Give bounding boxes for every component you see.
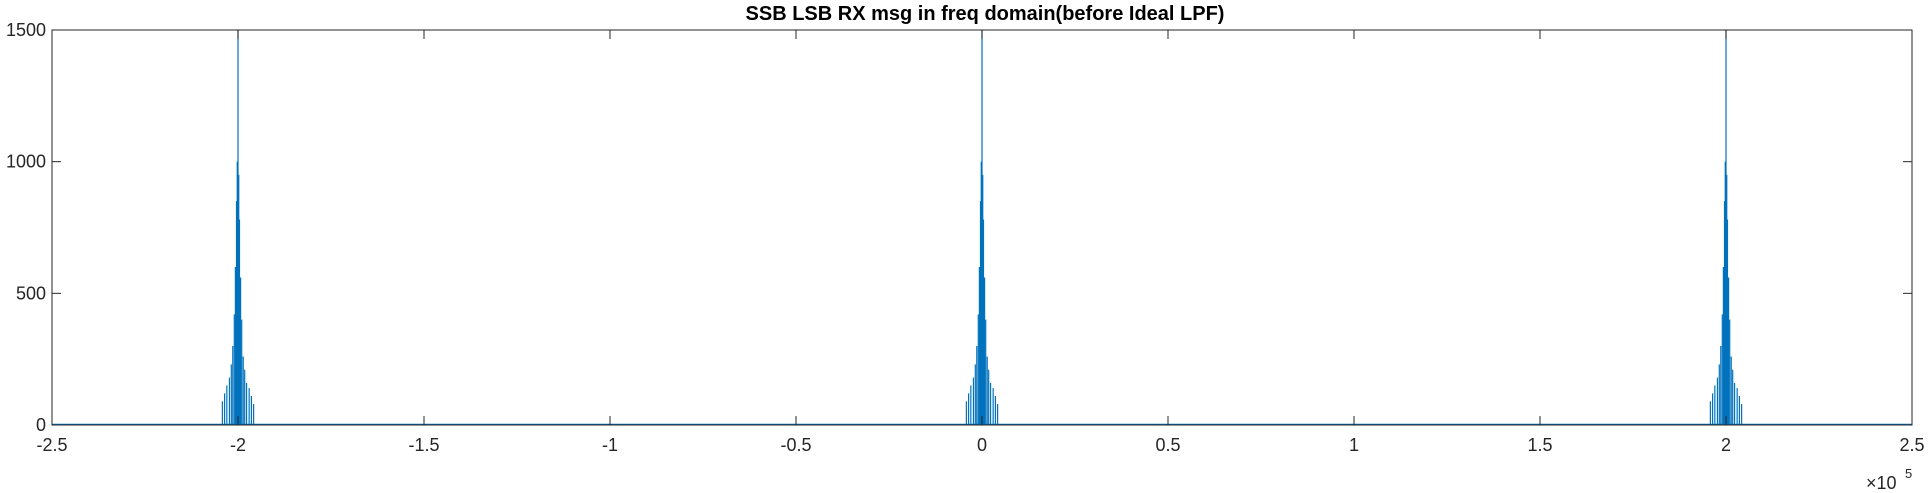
x-tick-label: 1 [1349, 435, 1359, 455]
y-tick-label: 0 [36, 415, 46, 435]
x-exponent-power: 5 [1905, 466, 1912, 481]
x-tick-label: 0 [977, 435, 987, 455]
x-tick-label: -1.5 [408, 435, 439, 455]
x-tick-label: 1.5 [1527, 435, 1552, 455]
series-layer [52, 30, 1912, 426]
x-exponent-base: ×10 [1866, 473, 1897, 493]
x-tick-label: 2.5 [1899, 435, 1924, 455]
x-tick-label: -2.5 [36, 435, 67, 455]
x-tick-label: 2 [1721, 435, 1731, 455]
peak-cluster [1709, 30, 1743, 425]
x-axis: -2.5 -2 -1.5 -1 -0.5 0 0.5 1 1.5 2 2.5 [36, 30, 1925, 455]
y-axis: 0 500 1000 1500 [6, 20, 1912, 435]
x-tick-label: 0.5 [1155, 435, 1180, 455]
y-tick-label: 1000 [6, 152, 46, 172]
y-tick-label: 500 [16, 283, 46, 303]
x-tick-label: -1 [602, 435, 618, 455]
peak-cluster [221, 30, 255, 425]
x-tick-label: -0.5 [780, 435, 811, 455]
peak-cluster [965, 30, 999, 425]
x-tick-label: -2 [230, 435, 246, 455]
chart-title: SSB LSB RX msg in freq domain(before Ide… [746, 3, 1225, 25]
x-exponent-label: ×10 5 [1866, 466, 1912, 493]
y-tick-label: 1500 [6, 20, 46, 40]
